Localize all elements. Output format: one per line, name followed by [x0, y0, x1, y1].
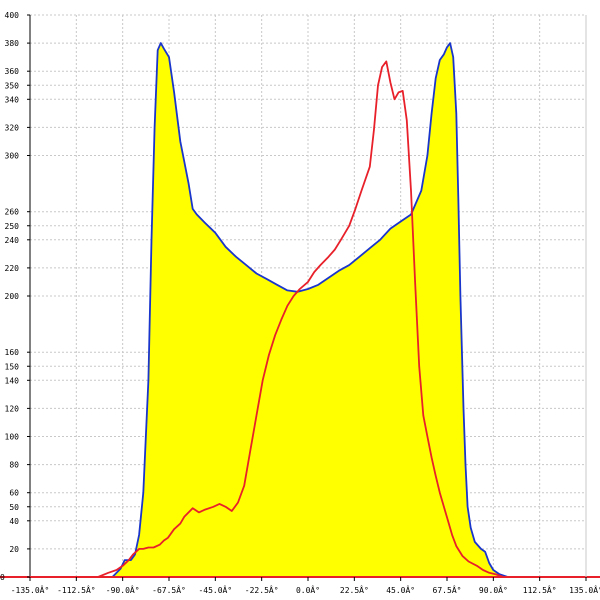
x-tick-label: 0.0Â° [296, 584, 320, 595]
y-tick-label: 0 [0, 573, 5, 582]
y-tick-label: 80 [9, 461, 19, 470]
series-1-line [29, 42, 587, 578]
y-tick-label: 150 [5, 362, 20, 371]
y-tick-labels: 20 40 50 60 80 100 120 140 150 160 200 220 240 250 260… [0, 11, 19, 582]
axes [0, 14, 600, 581]
y-tick-label: 240 [5, 236, 20, 245]
x-tick-label: -90.0Â° [106, 584, 140, 595]
x-tick-label: -135.0Â° [11, 584, 50, 595]
x-tick-label: -112.5Â° [57, 584, 96, 595]
filled-areas [30, 43, 586, 578]
series-2-line [29, 60, 587, 578]
y-tick-label: 360 [5, 67, 20, 76]
y-tick-label: 200 [5, 292, 20, 301]
x-tick-label: 90.0Â° [479, 584, 508, 595]
x-tick-label: 67.5Â° [433, 584, 462, 595]
y-tick-label: 350 [5, 81, 20, 90]
x-tick-label: 135.0Â° [569, 584, 600, 595]
x-tick-label: -67.5Â° [152, 584, 186, 595]
y-tick-label: 40 [9, 517, 19, 526]
y-tick-label: 340 [5, 95, 20, 104]
y-tick-label: 300 [5, 152, 20, 161]
x-tick-label: -22.5Â° [245, 584, 279, 595]
y-tick-label: 20 [9, 545, 19, 554]
series-lines [29, 42, 587, 578]
y-tick-label: 160 [5, 348, 20, 357]
x-tick-label: 45.0Â° [386, 584, 415, 595]
y-tick-label: 60 [9, 489, 19, 498]
x-tick-label: 22.5Â° [340, 584, 369, 595]
y-tick-label: 260 [5, 208, 20, 217]
series-1-area [30, 43, 586, 578]
y-tick-label: 120 [5, 404, 20, 413]
y-tick-label: 220 [5, 264, 20, 273]
y-tick-label: 380 [5, 39, 20, 48]
y-tick-label: 250 [5, 222, 20, 231]
y-tick-label: 140 [5, 376, 20, 385]
y-tick-label: 100 [5, 433, 20, 442]
x-tick-label: 112.5Â° [523, 584, 557, 595]
y-tick-label: 50 [9, 503, 19, 512]
x-tick-labels: -135.0Â° -112.5Â° -90.0Â° -67.5Â° -45.0Â° -22… [11, 584, 600, 595]
y-tick-label: 320 [5, 123, 20, 132]
y-tick-label: 400 [5, 11, 20, 20]
x-tick-label: -45.0Â° [198, 584, 232, 595]
